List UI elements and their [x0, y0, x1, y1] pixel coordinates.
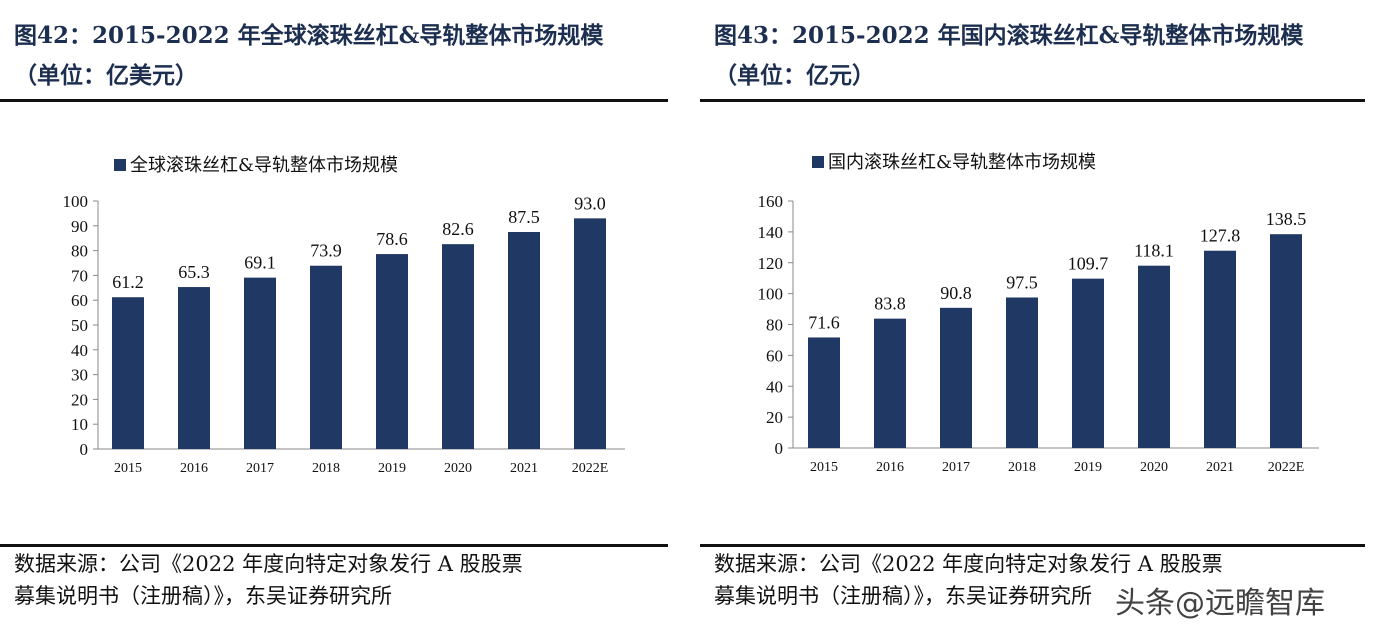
x-tick-label: 2015 [810, 460, 838, 475]
y-tick-label: 30 [71, 366, 88, 385]
x-tick-label: 2022E [572, 461, 609, 476]
data-label: 69.1 [244, 253, 276, 273]
divider [0, 544, 668, 547]
bar [112, 297, 144, 449]
divider [700, 544, 1365, 547]
bar [442, 244, 474, 449]
x-tick-label: 2017 [942, 460, 970, 475]
data-label: 71.6 [808, 312, 840, 332]
y-tick-label: 70 [71, 266, 88, 285]
bar [508, 232, 540, 449]
data-label: 83.8 [874, 294, 906, 314]
x-tick-label: 2015 [114, 461, 142, 476]
bar [310, 265, 342, 449]
source-note: 数据来源：公司《2022 年度向特定对象发行 A 股股票 募集说明书（注册稿）》，… [714, 552, 1223, 608]
y-tick-label: 0 [80, 440, 89, 459]
bar [178, 287, 210, 449]
y-tick-label: 140 [758, 223, 784, 242]
bar [1204, 250, 1236, 448]
bar [1006, 297, 1038, 448]
x-tick-label: 2020 [1140, 460, 1168, 475]
bar [808, 337, 840, 448]
data-label: 61.2 [112, 272, 144, 292]
y-tick-label: 50 [71, 316, 88, 335]
bar [1138, 265, 1170, 448]
y-tick-label: 80 [766, 316, 783, 335]
x-tick-label: 2020 [444, 461, 472, 476]
legend-label: 国内滚珠丝杠&导轨整体市场规模 [828, 152, 1096, 173]
chart-title: 图43：2015-2022 年国内滚珠丝杠&导轨整体市场规模 （单位：亿元） [714, 22, 1304, 89]
y-tick-label: 80 [71, 242, 88, 261]
y-tick-label: 90 [71, 217, 88, 236]
bar [376, 254, 408, 449]
bar [244, 277, 276, 449]
y-tick-label: 100 [758, 285, 784, 304]
x-tick-label: 2016 [876, 460, 904, 475]
x-tick-label: 2018 [312, 461, 340, 476]
data-label: 138.5 [1266, 209, 1307, 229]
x-tick-label: 2021 [510, 461, 538, 476]
data-label: 82.6 [442, 219, 474, 239]
x-tick-label: 2017 [246, 461, 274, 476]
watermark: 头条@远瞻智库 [1115, 586, 1325, 621]
data-label: 109.7 [1068, 254, 1109, 274]
bar [874, 318, 906, 448]
legend-swatch [114, 159, 126, 171]
divider [700, 99, 1365, 102]
x-tick-label: 2016 [180, 461, 208, 476]
y-tick-label: 20 [766, 408, 783, 427]
x-tick-label: 2018 [1008, 460, 1036, 475]
data-label: 90.8 [940, 283, 972, 303]
legend-swatch [812, 156, 824, 168]
source-note: 数据来源：公司《2022 年度向特定对象发行 A 股股票 募集说明书（注册稿）》，… [14, 552, 523, 608]
left-panel: 图42：2015-2022 年全球滚珠丝杠&导轨整体市场规模 （单位：亿美元） 数… [0, 0, 690, 633]
right-panel: 图43：2015-2022 年国内滚珠丝杠&导轨整体市场规模 （单位：亿元） 数据… [700, 0, 1383, 633]
data-label: 127.8 [1200, 226, 1241, 246]
x-tick-label: 2021 [1206, 460, 1234, 475]
data-label: 65.3 [178, 262, 210, 282]
bar [1270, 234, 1302, 448]
y-tick-label: 100 [63, 192, 89, 211]
bar [574, 218, 606, 449]
divider [0, 99, 668, 102]
y-tick-label: 40 [766, 377, 783, 396]
y-tick-label: 20 [71, 390, 88, 409]
y-tick-label: 160 [758, 192, 784, 211]
data-label: 93.0 [574, 193, 606, 213]
data-label: 87.5 [508, 207, 540, 227]
x-tick-label: 2019 [1074, 460, 1102, 475]
data-label: 97.5 [1006, 272, 1038, 292]
data-label: 118.1 [1134, 241, 1174, 261]
data-label: 78.6 [376, 229, 408, 249]
y-tick-label: 40 [71, 341, 88, 360]
y-tick-label: 10 [71, 415, 88, 434]
bar [940, 307, 972, 448]
chart-title: 图42：2015-2022 年全球滚珠丝杠&导轨整体市场规模 （单位：亿美元） [14, 22, 604, 89]
x-tick-label: 2022E [1268, 460, 1305, 475]
x-tick-label: 2019 [378, 461, 406, 476]
y-tick-label: 60 [71, 291, 88, 310]
y-tick-label: 0 [775, 439, 784, 458]
y-tick-label: 60 [766, 346, 783, 365]
legend-label: 全球滚珠丝杠&导轨整体市场规模 [130, 155, 398, 176]
y-tick-label: 120 [758, 254, 784, 273]
data-label: 73.9 [310, 241, 342, 261]
bar [1072, 278, 1104, 448]
